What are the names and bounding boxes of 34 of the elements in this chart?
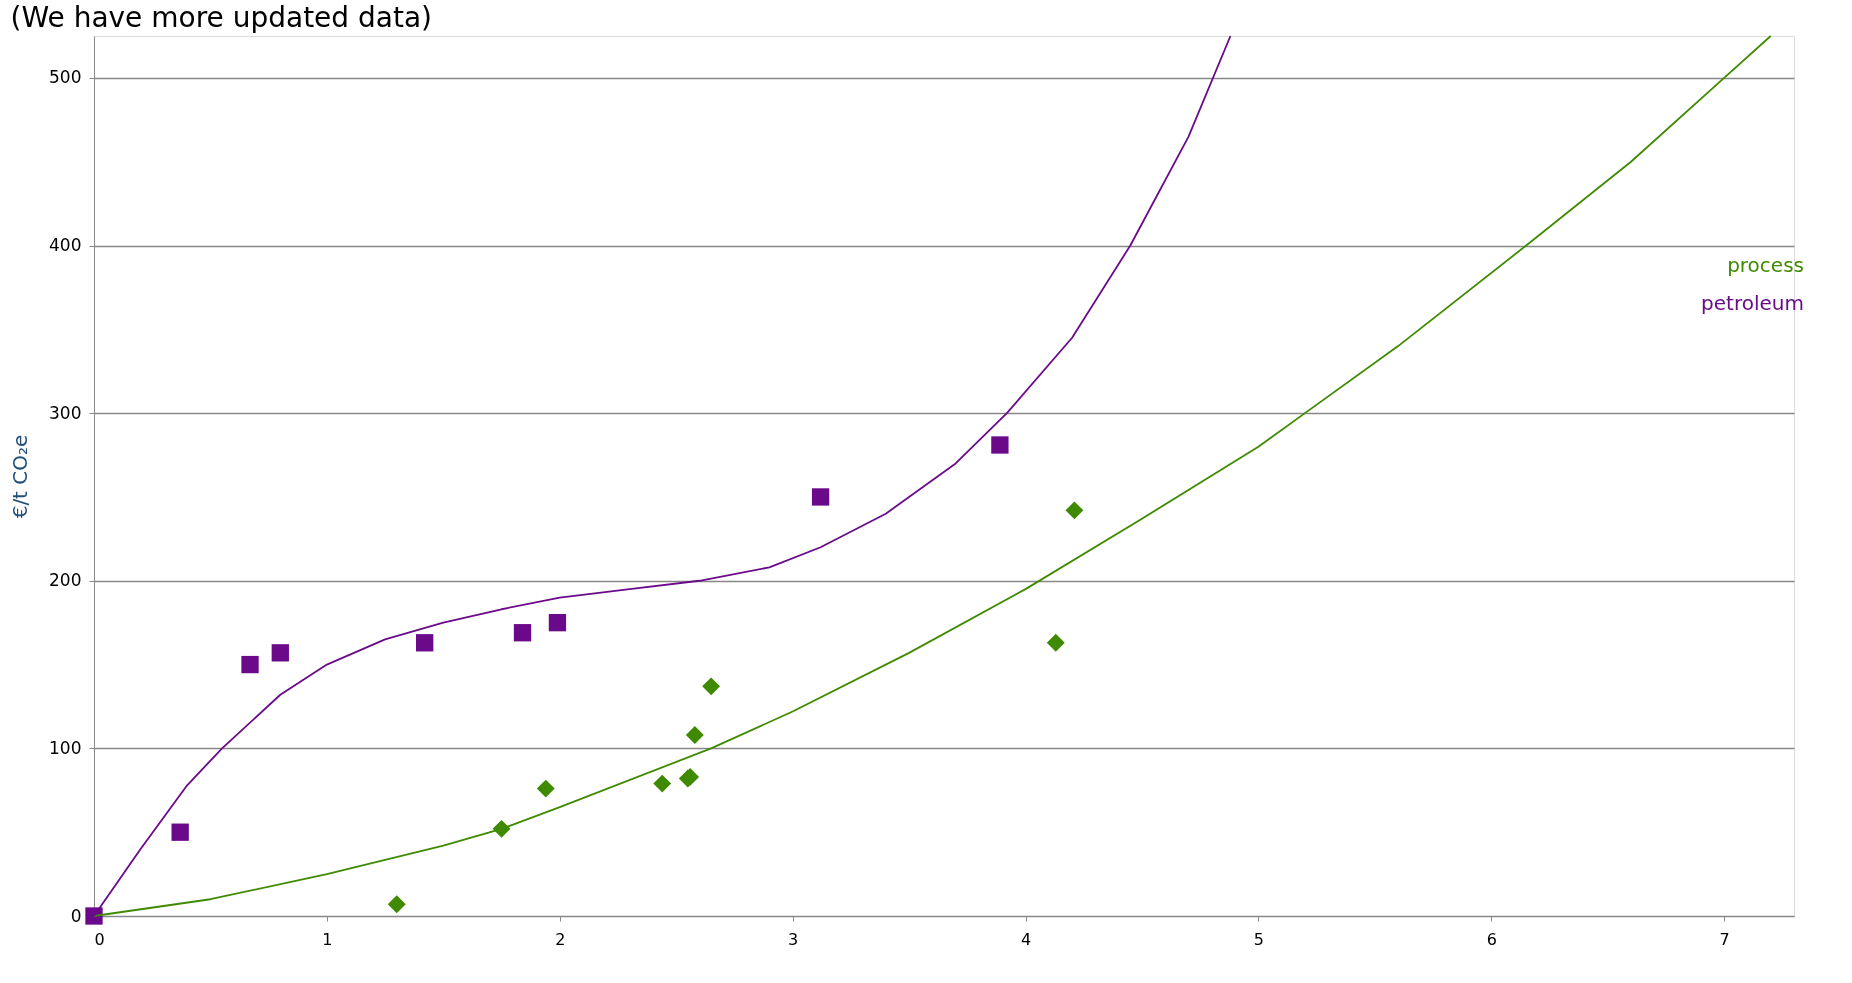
chart-title: (We have more updated data) <box>10 1 433 35</box>
y-tick-label: 200 <box>49 570 82 591</box>
point <box>416 634 434 652</box>
y-axis-title: €/t CO₂e <box>8 434 33 519</box>
y-tick-label: 400 <box>49 235 82 256</box>
point <box>536 779 555 798</box>
point <box>1065 501 1084 520</box>
point <box>702 677 721 696</box>
point <box>991 436 1009 454</box>
x-tick-label: 5 <box>1253 929 1264 949</box>
point <box>1046 633 1065 652</box>
x-tick-label: 7 <box>1719 929 1730 949</box>
x-tick-label: 0 <box>94 929 105 949</box>
x-tick-label: 2 <box>555 929 566 949</box>
point <box>548 614 567 632</box>
x-tick-label: 1 <box>322 929 333 949</box>
point <box>241 655 259 674</box>
y-tick-label: 300 <box>49 402 82 423</box>
point <box>271 644 289 662</box>
point <box>85 907 103 925</box>
point <box>387 895 406 914</box>
point <box>171 823 189 841</box>
x-tick-label: 4 <box>1020 929 1032 949</box>
point <box>685 726 704 744</box>
point <box>811 488 830 506</box>
point <box>513 624 532 642</box>
y-tick-label: 500 <box>49 67 82 88</box>
point <box>653 774 672 793</box>
text: petroleum <box>1701 291 1804 315</box>
y-tick-label: 0 <box>70 905 82 926</box>
x-tick-label: 3 <box>788 929 799 949</box>
x-tick-label: 6 <box>1486 929 1497 949</box>
y-tick-label: 100 <box>49 737 82 758</box>
text: process <box>1727 253 1804 277</box>
